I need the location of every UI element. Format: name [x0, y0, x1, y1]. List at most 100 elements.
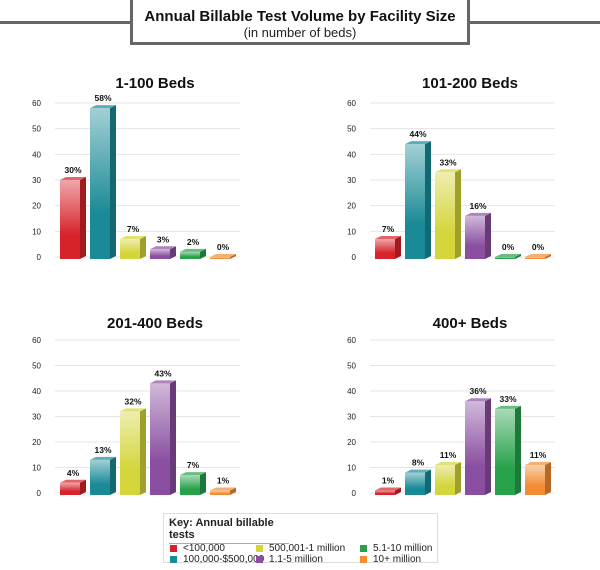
legend-swatch	[256, 556, 263, 563]
bar-top	[150, 246, 176, 250]
data-label: 4%	[67, 468, 80, 478]
y-tick-label: 30	[32, 413, 41, 422]
legend-item: 5.1-10 million	[360, 543, 432, 554]
bar-top	[375, 236, 401, 240]
legend-label: 100,000-$500,000	[183, 554, 265, 565]
y-tick-label: 50	[32, 125, 41, 134]
panel-title: 101-200 Beds	[422, 75, 518, 92]
bar-top	[465, 398, 491, 402]
bar	[180, 248, 206, 259]
bar	[435, 169, 461, 259]
bar-front	[180, 251, 200, 259]
bar	[90, 105, 116, 259]
data-label: 43%	[154, 368, 171, 378]
bar-side	[545, 461, 551, 495]
data-label: 58%	[94, 93, 111, 103]
y-tick-label: 10	[32, 227, 41, 236]
bar-front	[375, 490, 395, 495]
bar-front	[495, 408, 515, 495]
y-tick-label: 40	[32, 387, 41, 396]
bar-front	[120, 411, 140, 495]
bar	[435, 461, 461, 495]
bar	[210, 254, 236, 259]
y-tick-label: 60	[32, 99, 41, 108]
y-tick-label: 20	[32, 438, 41, 447]
bar-side	[200, 472, 206, 495]
bar-side	[230, 254, 236, 259]
y-tick-label: 60	[32, 336, 41, 345]
panel-title: 400+ Beds	[433, 315, 508, 332]
bar-side	[170, 380, 176, 495]
bar-side	[80, 479, 86, 495]
bar	[525, 461, 551, 495]
data-label: 7%	[382, 224, 395, 234]
data-label: 1%	[382, 475, 395, 485]
legend-swatch	[170, 556, 177, 563]
bar-front	[210, 257, 230, 259]
bar	[465, 398, 491, 495]
bar-front	[525, 464, 545, 495]
bar-front	[405, 472, 425, 495]
data-label: 11%	[530, 450, 547, 460]
legend-label: 5.1-10 million	[373, 543, 433, 554]
bar-side	[170, 246, 176, 259]
bar-top	[525, 254, 551, 257]
data-label: 44%	[409, 129, 426, 139]
legend-label: 10+ million	[373, 554, 422, 565]
data-label: 8%	[412, 458, 425, 468]
chart-title: Annual Billable Test Volume by Facility …	[144, 8, 456, 25]
data-label: 0%	[217, 242, 230, 252]
y-tick-label: 60	[347, 336, 356, 345]
bar	[375, 236, 401, 259]
bar	[405, 141, 431, 259]
chart-subtitle: (in number of beds)	[243, 25, 357, 40]
bar-front	[150, 383, 170, 495]
bar	[60, 479, 86, 495]
bar-side	[425, 141, 431, 259]
bar	[210, 487, 236, 495]
bar-top	[375, 487, 401, 491]
bar-front	[150, 249, 170, 259]
legend-item: 100,000-$500,000	[170, 554, 264, 565]
bar-front	[90, 108, 110, 259]
bar-top	[180, 248, 206, 252]
y-tick-label: 30	[347, 413, 356, 422]
bar-side	[230, 487, 236, 495]
bar-front	[90, 459, 110, 495]
y-tick-label: 0	[37, 489, 42, 498]
bar-front	[435, 464, 455, 495]
legend-label: 1.1-5 million	[269, 554, 323, 565]
bar-front	[465, 215, 485, 259]
data-label: 2%	[187, 237, 200, 247]
bar-top	[60, 479, 86, 483]
legend-swatch	[170, 545, 177, 552]
y-tick-label: 20	[347, 202, 356, 211]
panel-title: 201-400 Beds	[107, 315, 203, 332]
bar-front	[120, 239, 140, 259]
bar-top	[90, 456, 116, 460]
bar	[60, 177, 86, 259]
data-label: 1%	[217, 475, 230, 485]
bar	[375, 487, 401, 495]
y-tick-label: 10	[347, 464, 356, 473]
chart-panel: 201-400 Beds 0 10 20 30 40 50 60 4% 13% 32% 43% 7% 1%	[32, 315, 240, 498]
data-label: 13%	[94, 445, 111, 455]
y-tick-label: 40	[347, 387, 356, 396]
data-label: 3%	[157, 234, 170, 244]
bar	[180, 472, 206, 495]
data-label: 33%	[499, 394, 516, 404]
bar-side	[140, 408, 146, 495]
y-tick-label: 40	[32, 150, 41, 159]
data-label: 36%	[469, 386, 486, 396]
bar	[495, 405, 521, 495]
bar-front	[435, 172, 455, 259]
chart-panel: 101-200 Beds 0 10 20 30 40 50 60 7% 44% 33% 16% 0% 0%	[347, 75, 555, 262]
bar-side	[395, 487, 401, 495]
y-tick-label: 0	[352, 253, 357, 262]
bar-top	[525, 461, 551, 465]
bar-side	[515, 405, 521, 495]
bar-side	[110, 105, 116, 259]
bar-top	[405, 141, 431, 145]
bar	[150, 246, 176, 259]
